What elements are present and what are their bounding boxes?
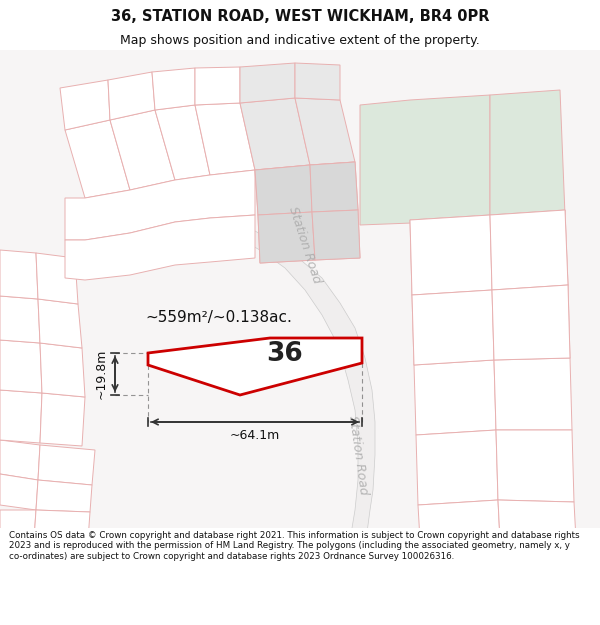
Polygon shape: [108, 72, 155, 120]
Polygon shape: [0, 390, 42, 443]
Text: Map shows position and indicative extent of the property.: Map shows position and indicative extent…: [120, 34, 480, 47]
Text: ~559m²/~0.138ac.: ~559m²/~0.138ac.: [145, 311, 292, 326]
Polygon shape: [310, 162, 358, 212]
Polygon shape: [0, 510, 36, 540]
Polygon shape: [416, 430, 498, 505]
Text: ~64.1m: ~64.1m: [230, 429, 280, 442]
Polygon shape: [65, 120, 130, 198]
Polygon shape: [65, 170, 255, 240]
Polygon shape: [255, 165, 312, 215]
Polygon shape: [360, 95, 490, 225]
Polygon shape: [240, 63, 295, 103]
Polygon shape: [312, 210, 360, 260]
Polygon shape: [60, 80, 110, 130]
Polygon shape: [195, 210, 375, 540]
Polygon shape: [152, 68, 195, 110]
Polygon shape: [36, 253, 78, 304]
Polygon shape: [414, 360, 496, 435]
Polygon shape: [0, 296, 40, 343]
Polygon shape: [492, 285, 570, 360]
Text: Contains OS data © Crown copyright and database right 2021. This information is : Contains OS data © Crown copyright and d…: [9, 531, 580, 561]
Polygon shape: [410, 215, 492, 295]
Text: ~19.8m: ~19.8m: [95, 349, 107, 399]
Text: 36: 36: [266, 341, 304, 367]
Polygon shape: [418, 500, 500, 540]
Polygon shape: [195, 103, 255, 175]
Polygon shape: [34, 510, 90, 540]
Polygon shape: [65, 215, 255, 280]
Polygon shape: [490, 90, 565, 220]
Polygon shape: [0, 474, 38, 510]
Polygon shape: [258, 212, 315, 263]
Polygon shape: [255, 165, 312, 215]
Polygon shape: [496, 430, 574, 502]
Polygon shape: [410, 215, 492, 295]
Polygon shape: [38, 445, 95, 485]
Polygon shape: [494, 358, 572, 430]
Polygon shape: [498, 500, 576, 540]
Polygon shape: [38, 299, 82, 348]
Polygon shape: [312, 210, 360, 260]
Polygon shape: [195, 67, 240, 105]
Polygon shape: [240, 98, 310, 170]
Polygon shape: [155, 105, 210, 180]
Polygon shape: [490, 210, 568, 290]
Polygon shape: [40, 393, 85, 446]
Polygon shape: [412, 290, 494, 365]
Polygon shape: [0, 340, 42, 393]
Text: Station Road: Station Road: [346, 414, 370, 496]
Polygon shape: [490, 210, 568, 290]
Polygon shape: [310, 162, 358, 212]
Text: Station Road: Station Road: [286, 205, 323, 285]
Polygon shape: [492, 285, 570, 360]
Polygon shape: [0, 440, 40, 480]
Polygon shape: [148, 338, 362, 395]
Text: 36, STATION ROAD, WEST WICKHAM, BR4 0PR: 36, STATION ROAD, WEST WICKHAM, BR4 0PR: [111, 9, 489, 24]
Polygon shape: [295, 98, 355, 165]
Polygon shape: [412, 290, 494, 365]
Polygon shape: [36, 480, 92, 512]
Polygon shape: [110, 110, 175, 190]
Polygon shape: [258, 212, 315, 263]
Polygon shape: [0, 250, 38, 299]
Polygon shape: [295, 63, 340, 100]
Polygon shape: [40, 343, 85, 397]
